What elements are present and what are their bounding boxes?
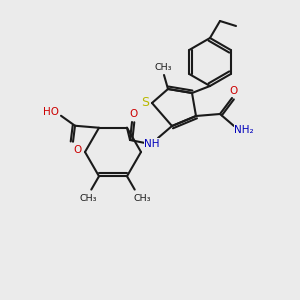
Text: O: O bbox=[129, 109, 137, 119]
Text: CH₃: CH₃ bbox=[80, 194, 97, 203]
Text: O: O bbox=[230, 86, 238, 96]
Text: S: S bbox=[141, 95, 149, 109]
Text: O: O bbox=[73, 145, 81, 155]
Text: CH₃: CH₃ bbox=[134, 194, 152, 203]
Text: NH: NH bbox=[144, 139, 160, 149]
Text: HO: HO bbox=[43, 107, 59, 117]
Text: CH₃: CH₃ bbox=[154, 62, 172, 71]
Text: NH₂: NH₂ bbox=[234, 125, 254, 135]
